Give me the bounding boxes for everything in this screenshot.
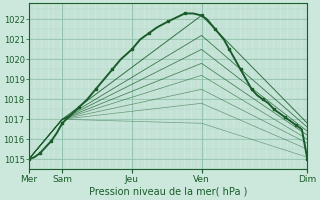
- X-axis label: Pression niveau de la mer( hPa ): Pression niveau de la mer( hPa ): [89, 187, 247, 197]
